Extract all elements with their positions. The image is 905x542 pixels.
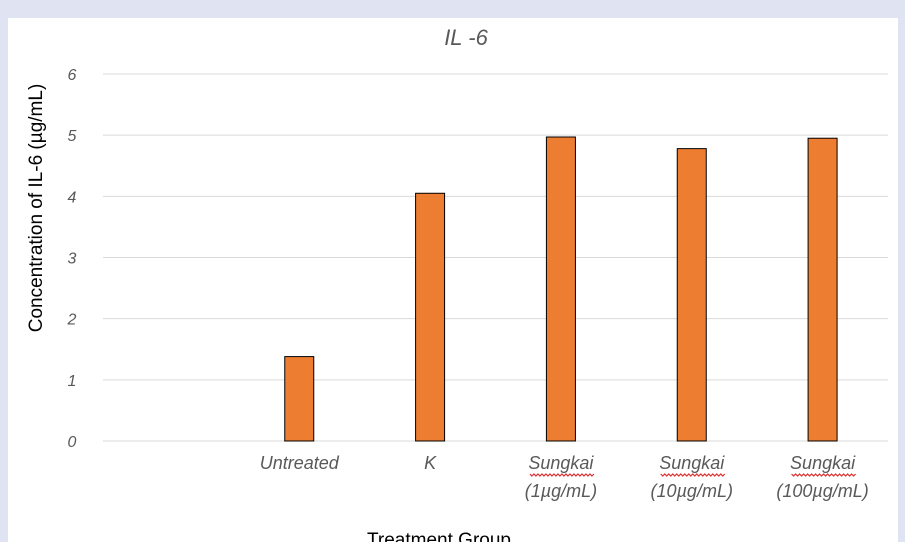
bar [676, 148, 707, 442]
bar [545, 136, 576, 442]
x-tick-label-sub: (10µg/mL) [651, 481, 733, 501]
y-tick-label: 4 [68, 189, 77, 206]
x-axis-title: Treatment Group [367, 530, 511, 542]
y-tick-label: 6 [68, 67, 77, 84]
chart-title: IL -6 [444, 25, 488, 50]
x-tick-label: Sungkai [528, 453, 594, 473]
spellcheck-squiggle [791, 473, 857, 477]
spellcheck-squiggle [660, 473, 726, 477]
spellcheck-squiggle [529, 473, 595, 477]
bars [284, 136, 838, 442]
x-tick-label-sub: (1µg/mL) [525, 481, 597, 501]
y-tick-label: 3 [68, 251, 77, 268]
bar [284, 356, 315, 442]
x-tick-labels: Untreated K Sungkai (1µg/mL) Sungkai (10µg/mL… [260, 453, 869, 501]
gridlines [103, 73, 888, 442]
bar-chart: IL -6 0 1 2 3 4 5 6 Untreated K Sungkai (1µg/mL) S… [26, 25, 888, 542]
x-tick-label: K [424, 453, 437, 473]
y-tick-labels: 0 1 2 3 4 5 6 [67, 67, 77, 451]
y-tick-label: 1 [68, 373, 77, 390]
y-tick-label: 0 [68, 434, 77, 451]
x-tick-label-sub: (100µg/mL) [776, 481, 868, 501]
y-tick-label: 2 [67, 312, 77, 329]
x-tick-label: Sungkai [659, 453, 725, 473]
chart-frame: IL -6 0 1 2 3 4 5 6 Untreated K Sungkai (1µg/mL) S… [8, 18, 898, 542]
y-tick-label: 5 [68, 128, 77, 145]
x-tick-label: Sungkai [790, 453, 856, 473]
bar [415, 192, 446, 442]
x-tick-label: Untreated [260, 453, 340, 473]
bar [807, 137, 838, 442]
y-axis-title: Concentration of IL-6 (µg/mL) [26, 84, 47, 333]
